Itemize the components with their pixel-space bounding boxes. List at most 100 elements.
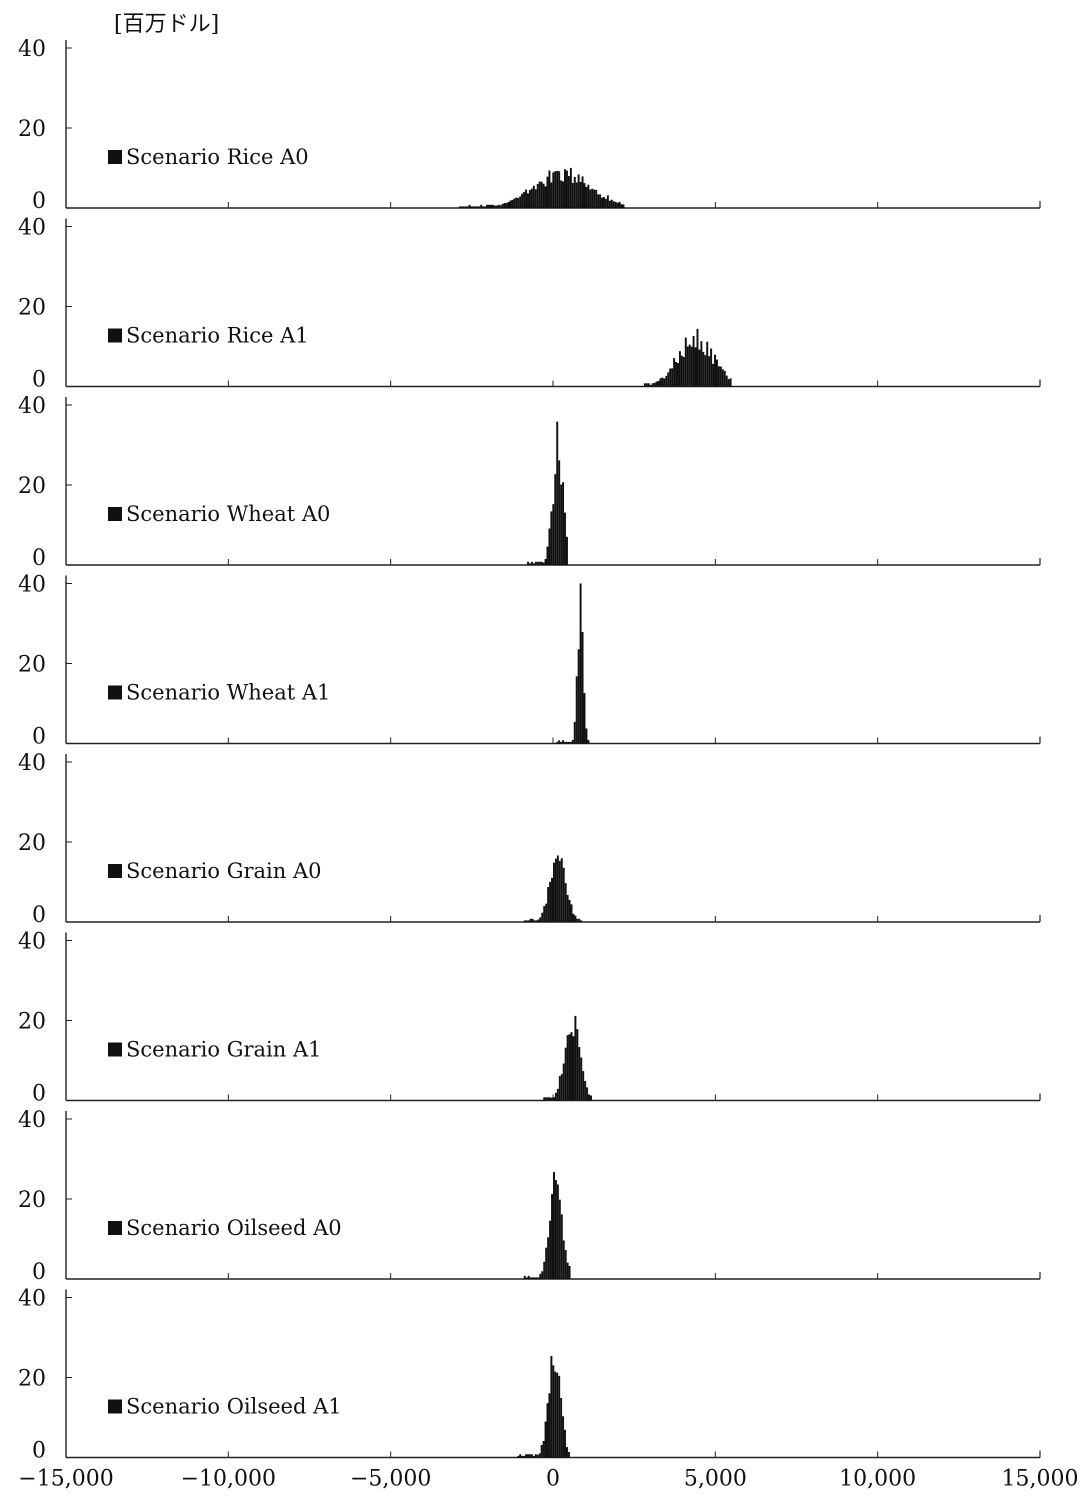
histogram-bar: [556, 855, 559, 922]
histogram-bar: [569, 167, 572, 208]
y-tick-label: 40: [18, 216, 46, 241]
histogram-bar: [566, 895, 569, 922]
histogram-bar: [688, 344, 691, 387]
histogram-bar: [464, 206, 467, 208]
legend-label: Scenario Wheat A0: [126, 502, 330, 526]
histogram-bar: [539, 917, 542, 922]
histogram-bar: [497, 204, 500, 208]
histogram-panel: 0 20 40 Scenario Grain A1: [18, 930, 1041, 1107]
histogram-bar: [532, 1455, 535, 1458]
histogram-bar: [586, 1087, 589, 1101]
histogram-bar: [554, 474, 557, 565]
histogram-bar: [602, 196, 605, 208]
histogram-bar: [538, 561, 541, 565]
histogram-bar: [595, 189, 598, 208]
histogram-bar: [503, 202, 506, 208]
histogram-bar: [505, 203, 508, 208]
histogram-bar: [474, 206, 477, 208]
histogram-panel: 0 20 40 Scenario Oilseed A0: [18, 1108, 1041, 1285]
y-tick-label: 40: [18, 394, 46, 419]
histogram-bar: [525, 189, 528, 208]
histogram-bar: [580, 1057, 583, 1101]
histogram-bar: [692, 335, 695, 387]
histogram-bar: [554, 1371, 557, 1458]
histogram-bar: [651, 383, 654, 387]
histogram-bar: [661, 377, 664, 387]
histogram-bar: [622, 204, 625, 208]
histogram-bar: [488, 204, 491, 208]
y-tick-label: 20: [18, 831, 46, 856]
histogram-bar: [531, 1277, 534, 1279]
histogram-bar: [677, 363, 679, 387]
histogram-bar: [581, 631, 584, 744]
histogram-bar: [542, 1441, 545, 1458]
histogram-bar: [649, 384, 652, 387]
legend-label: Scenario Oilseed A1: [126, 1395, 342, 1419]
histogram-bar: [532, 563, 535, 565]
histogram-bar: [528, 1454, 531, 1458]
histogram-panel: 0 20 40 Scenario Rice A0: [18, 37, 1041, 214]
histogram-bar: [472, 206, 475, 208]
histogram-bar: [569, 741, 572, 744]
histogram-bar: [614, 201, 617, 208]
histogram-bar: [468, 204, 471, 208]
histogram-bar: [548, 170, 551, 208]
histogram-bar: [540, 1444, 543, 1458]
histogram-bar: [571, 739, 574, 744]
histogram-bar: [585, 186, 588, 208]
histogram-bar: [550, 1355, 553, 1458]
histogram-bar: [546, 546, 549, 565]
histogram-bar: [552, 172, 555, 208]
histogram-bar: [486, 204, 489, 208]
y-tick-label: 40: [18, 573, 46, 598]
histogram-bar: [534, 561, 537, 565]
histogram-bar: [570, 904, 573, 922]
unit-label: [百万ドル]: [114, 12, 220, 37]
histogram-bar: [478, 206, 481, 208]
histogram-bar: [548, 1393, 551, 1458]
histogram-bar: [554, 171, 557, 208]
histogram-bar: [578, 918, 581, 922]
histogram-bar: [549, 881, 552, 922]
histogram-bar: [530, 1454, 533, 1458]
histogram-bar: [551, 1194, 553, 1279]
histogram-bar: [549, 1097, 552, 1101]
legend-swatch: [108, 1399, 122, 1414]
y-tick-label: 20: [18, 117, 46, 142]
histogram-bar: [543, 906, 546, 922]
histogram-bar: [560, 484, 563, 565]
histogram-bar: [673, 358, 676, 387]
histogram-bar: [610, 199, 613, 208]
histogram-bar: [564, 1250, 567, 1279]
histogram-bar: [546, 176, 549, 208]
histogram-bar: [576, 918, 579, 922]
histogram-bar: [583, 693, 586, 744]
histogram-bar: [562, 867, 565, 922]
histogram-bar: [587, 184, 590, 208]
histogram-bar: [599, 194, 602, 208]
histogram-bar: [531, 918, 534, 922]
histogram-bar: [558, 740, 561, 744]
histogram-bar: [565, 1447, 568, 1458]
histogram-bar: [565, 536, 568, 565]
histogram-bar: [484, 206, 487, 208]
histogram-bar: [714, 354, 716, 387]
histogram-bar: [562, 1063, 565, 1101]
histogram-bar: [570, 1032, 573, 1101]
legend-label: Scenario Oilseed A0: [126, 1216, 342, 1240]
histogram-bar: [554, 1180, 557, 1279]
histogram-bar: [543, 1261, 546, 1279]
histogram-bar: [541, 1271, 544, 1279]
histogram-bar: [565, 170, 568, 208]
histogram-bar: [460, 206, 463, 208]
histogram-bar: [540, 181, 543, 208]
legend-swatch: [108, 150, 122, 164]
histogram-bar: [564, 512, 566, 565]
histogram-bar: [582, 1071, 585, 1101]
histogram-bar: [721, 369, 724, 387]
histogram-bar: [567, 741, 570, 744]
histogram-bar: [568, 1034, 571, 1101]
y-tick-label: 0: [32, 1082, 46, 1107]
histogram-bar: [727, 379, 730, 387]
